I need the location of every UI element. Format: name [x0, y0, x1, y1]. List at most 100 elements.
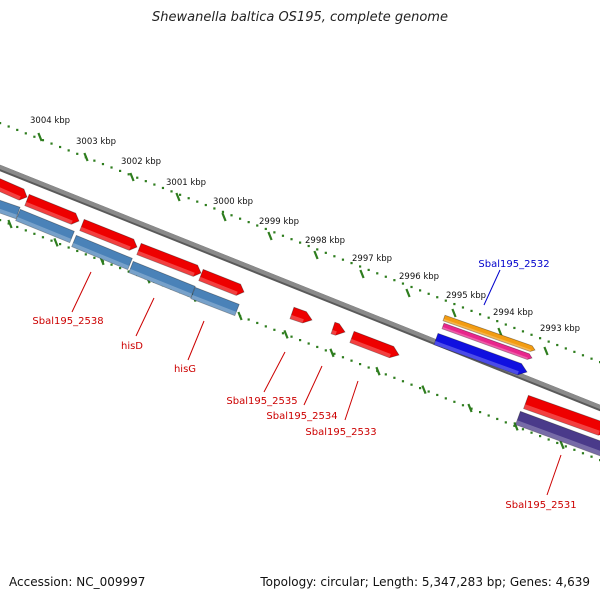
- scale-dot-upper: [521, 330, 525, 333]
- gene-arrow-red-small-highlight: [290, 314, 304, 323]
- scale-dot-upper: [556, 343, 559, 347]
- scale-label: 3000 kbp: [213, 197, 253, 207]
- scale-dot-upper: [239, 217, 242, 220]
- scale-dot-lower: [16, 225, 19, 229]
- gene-label-leader: [546, 454, 562, 496]
- gene-arrow-red: [79, 218, 138, 251]
- gene-arrow-red-highlight: [136, 250, 195, 277]
- gene-arrow-red-highlight: [523, 404, 600, 436]
- scale-tick-upper: [129, 172, 135, 182]
- scale-tick-lower: [53, 237, 59, 247]
- gene-label-leader: [135, 297, 155, 337]
- scale-tick-upper: [37, 132, 43, 142]
- scale-dot-upper: [573, 350, 576, 353]
- scale-dot-lower: [264, 325, 267, 328]
- scale-dot-upper: [67, 149, 70, 152]
- scale-dot-upper: [281, 234, 285, 237]
- scale-dot-upper: [33, 135, 36, 138]
- scale-label: 3003 kbp: [76, 137, 116, 147]
- accession-label: Accession: NC_009997: [9, 575, 146, 589]
- scale-dot-lower: [24, 229, 27, 232]
- scale-tick-lower: [559, 440, 565, 450]
- scale-dot-lower: [384, 373, 387, 376]
- gene-arrow-red-small: [330, 321, 346, 336]
- gene-arrow-blue: [15, 208, 75, 244]
- scale-dot-lower: [247, 318, 250, 321]
- gene-arrow-red: [136, 242, 202, 277]
- scale-dot-upper: [530, 333, 533, 336]
- scale-dot-lower: [359, 363, 362, 366]
- gene-arrow-purple: [515, 410, 600, 457]
- scale-dot-upper: [341, 258, 345, 261]
- gene-arrow-red: [198, 268, 245, 296]
- scale-tick-upper: [543, 346, 549, 356]
- scale-dot-upper: [101, 162, 105, 166]
- scale-dot-upper: [0, 122, 2, 125]
- scale-dot-lower: [316, 345, 319, 349]
- scale-dot-upper: [16, 128, 19, 132]
- gene-arrow-blue: [0, 199, 21, 220]
- scale-dot-upper: [230, 214, 233, 217]
- scale-dot-upper: [487, 316, 490, 319]
- scale-dot-lower: [33, 232, 36, 235]
- scale-dot-lower: [350, 359, 353, 362]
- scale-dot-lower: [487, 414, 490, 417]
- scale-dot-lower: [110, 263, 113, 266]
- scale-label: 2995 kbp: [446, 291, 486, 301]
- scale-dot-lower: [410, 383, 413, 386]
- scale-dot-upper: [144, 180, 147, 183]
- scale-dot-lower: [341, 356, 345, 359]
- scale-dot-upper: [410, 285, 413, 289]
- gene-label-leader: [263, 351, 286, 393]
- gene-label-sbal2534: Sbal195_2534: [266, 411, 337, 422]
- gene-label-sbal2538: Sbal195_2538: [32, 316, 103, 327]
- gene-arrow-red: [24, 193, 80, 225]
- gene-arrow-red-highlight: [198, 276, 238, 296]
- gene-arrow-blue: [128, 260, 196, 299]
- scale-dot-upper: [179, 193, 182, 196]
- scale-dot-upper: [299, 241, 302, 244]
- gene-label-leader: [187, 320, 205, 361]
- scale-dot-lower: [470, 407, 473, 410]
- scale-tick-upper: [313, 250, 319, 260]
- scale-tick-upper: [221, 212, 227, 222]
- scale-dot-upper: [419, 289, 422, 292]
- scale-dot-upper: [196, 200, 199, 203]
- scale-dot-lower: [573, 448, 576, 451]
- scale-tick-upper: [83, 152, 89, 162]
- scale-tick-lower: [283, 329, 289, 339]
- scale-dot-upper: [316, 248, 319, 251]
- scale-dot-upper: [93, 159, 96, 162]
- gene-arrow-orange-highlight: [443, 318, 531, 352]
- scale-label: 3002 kbp: [121, 157, 161, 167]
- scale-dot-lower: [461, 404, 465, 407]
- scale-dot-upper: [539, 337, 542, 340]
- scale-dot-lower: [581, 452, 585, 455]
- gene-arrow-darkblue-highlight: [434, 340, 519, 375]
- scale-dot-upper: [41, 139, 45, 142]
- gene-label-sbal2533: Sbal195_2533: [305, 427, 376, 438]
- scale-dot-upper: [76, 152, 79, 155]
- scale-tick-upper: [359, 269, 365, 279]
- scale-dot-lower: [127, 270, 130, 273]
- topology-summary: Topology: circular; Length: 5,347,283 bp…: [260, 575, 590, 589]
- scale-label: 2998 kbp: [305, 236, 345, 246]
- scale-dot-upper: [264, 227, 267, 231]
- scale-dot-upper: [453, 302, 456, 306]
- scale-tick-upper: [175, 192, 181, 202]
- scale-label: 2993 kbp: [540, 324, 580, 334]
- scale-dot-lower: [547, 438, 550, 441]
- scale-dot-lower: [496, 417, 499, 421]
- scale-dot-lower: [281, 332, 285, 335]
- scale-dot-upper: [256, 224, 259, 227]
- scale-dot-lower: [444, 397, 447, 400]
- gene-arrow-pink: [441, 322, 533, 360]
- gene-arrow-blue-highlight: [190, 294, 237, 316]
- scale-dot-lower: [93, 256, 96, 259]
- gene-label-hisd: hisD: [121, 341, 143, 352]
- gene-arrow-red: [523, 394, 600, 436]
- gene-arrow-darkblue: [433, 332, 528, 376]
- scale-dot-upper: [350, 261, 353, 265]
